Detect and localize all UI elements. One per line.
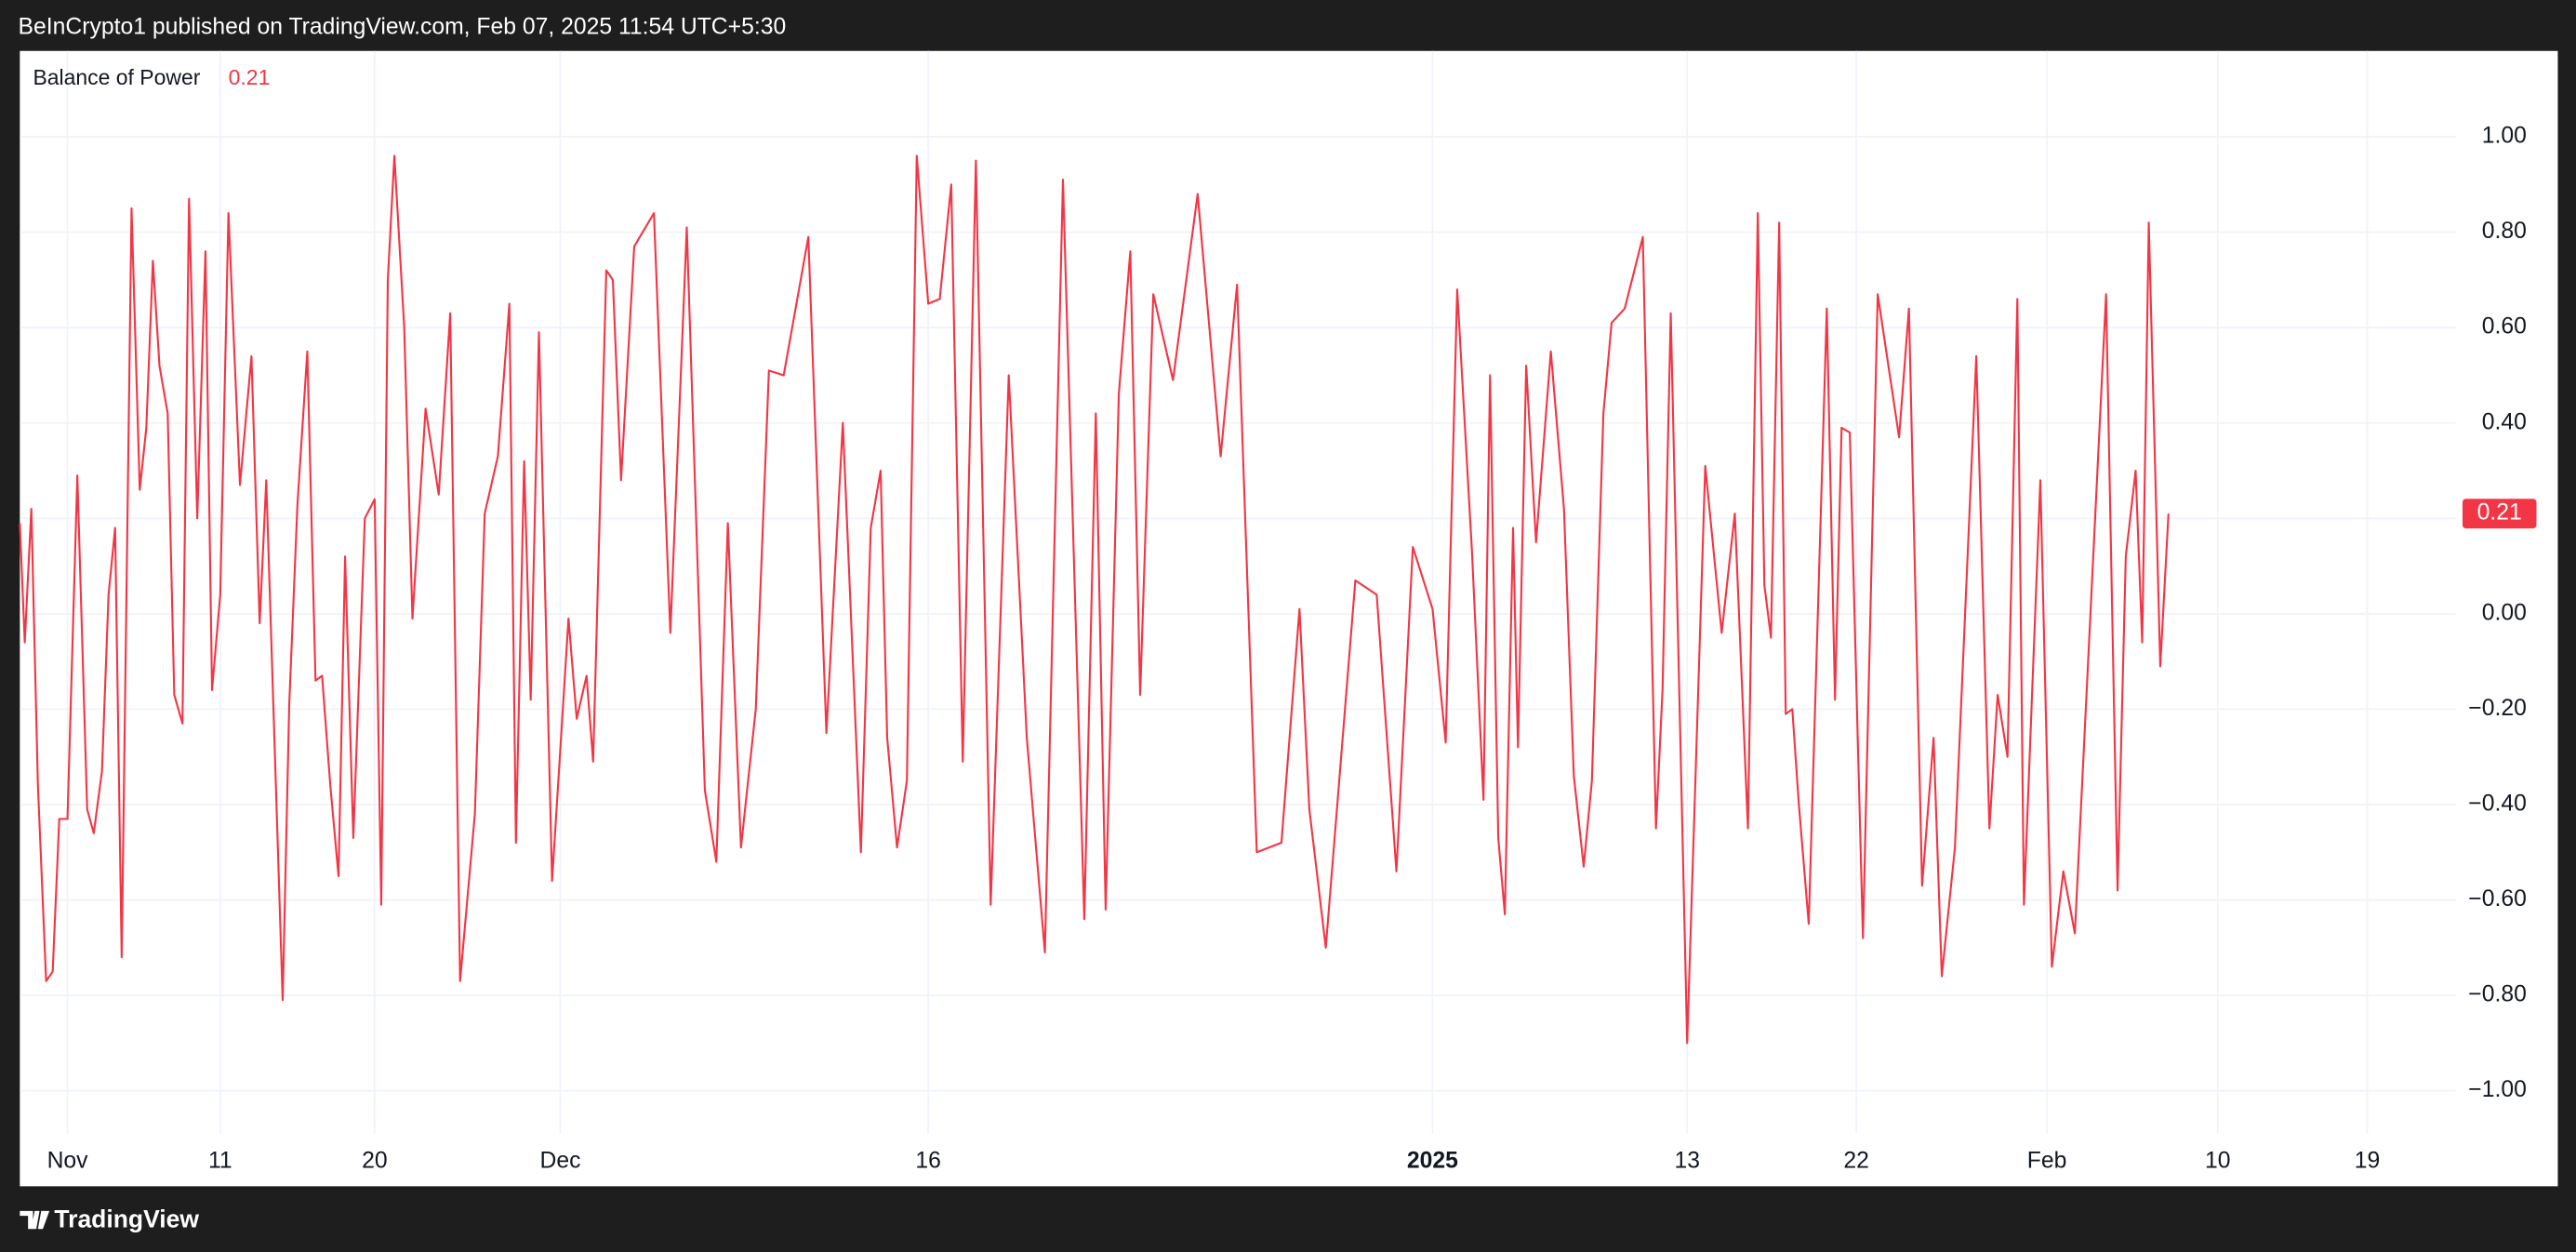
y-tick-label: −0.80 xyxy=(2468,982,2527,1007)
x-tick-label: 13 xyxy=(1674,1148,1700,1173)
grid xyxy=(20,50,2456,1134)
x-tick-label: 10 xyxy=(2205,1148,2231,1173)
y-tick-label: 1.00 xyxy=(2482,124,2527,149)
price-badge-label: 0.21 xyxy=(2477,500,2522,526)
x-tick-label: 2025 xyxy=(1407,1148,1458,1173)
x-tick-label: 22 xyxy=(1843,1148,1869,1173)
y-tick-label: 0.40 xyxy=(2482,409,2527,434)
x-tick-label: 16 xyxy=(915,1148,941,1173)
x-tick-label: 11 xyxy=(208,1148,232,1173)
y-tick-label: 0.80 xyxy=(2482,219,2527,244)
axes: 1.000.800.600.400.200.00−0.20−0.40−0.60−… xyxy=(47,124,2537,1173)
x-tick-label: Dec xyxy=(539,1148,580,1173)
y-tick-label: −0.60 xyxy=(2468,886,2527,912)
attribution: BeInCrypto1 published on TradingView.com… xyxy=(19,15,787,40)
y-tick-label: −1.00 xyxy=(2468,1077,2527,1102)
brand: TradingView xyxy=(54,1205,199,1232)
y-tick-label: −0.20 xyxy=(2468,696,2527,721)
chart-panel xyxy=(20,50,2558,1187)
indicator-name[interactable]: Balance of Power xyxy=(33,65,200,89)
data-line xyxy=(19,154,2170,1045)
price-badge xyxy=(2462,499,2537,529)
x-tick-label: Feb xyxy=(2027,1148,2067,1173)
indicator-value: 0.21 xyxy=(229,65,271,89)
x-tick-label: 20 xyxy=(362,1148,388,1173)
y-tick-label: 0.60 xyxy=(2482,314,2527,340)
x-tick-label: Nov xyxy=(47,1148,89,1173)
y-tick-label: −0.40 xyxy=(2468,792,2527,817)
brand-logo xyxy=(20,1210,50,1230)
y-tick-label: 0.00 xyxy=(2482,600,2527,625)
plot xyxy=(19,154,2170,1045)
x-tick-label: 19 xyxy=(2355,1148,2381,1173)
